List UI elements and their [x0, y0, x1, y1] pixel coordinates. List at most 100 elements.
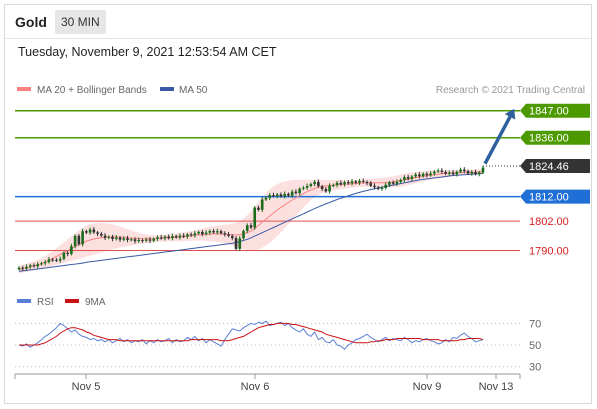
candle	[167, 234, 170, 240]
candle	[410, 174, 414, 182]
candle-body	[264, 197, 268, 200]
candle-body	[339, 182, 343, 185]
candle	[302, 185, 305, 191]
candle-body	[365, 181, 369, 184]
candle	[399, 178, 402, 184]
candle	[272, 192, 275, 198]
candle	[126, 235, 129, 243]
candle-body	[156, 237, 159, 239]
candle	[436, 168, 440, 174]
candle-body	[32, 265, 36, 267]
candle	[193, 230, 197, 238]
candle-body	[201, 231, 204, 235]
candle	[122, 236, 126, 242]
rsi-tick-label: 70	[529, 318, 541, 330]
candle	[257, 205, 260, 212]
candle-body	[245, 225, 249, 231]
candle	[81, 228, 84, 247]
candle	[133, 237, 137, 244]
forecast-arrow-shaft	[483, 116, 512, 165]
candle-body	[406, 177, 410, 179]
candle	[317, 179, 320, 188]
candle	[58, 256, 62, 263]
candle-body	[298, 188, 301, 194]
candle-body	[418, 174, 421, 177]
candle	[298, 187, 301, 196]
candle-body	[193, 233, 197, 236]
candle	[388, 180, 391, 188]
candle-body	[189, 234, 193, 236]
candle-body	[107, 236, 111, 238]
candle-body	[328, 185, 331, 192]
level-label-resistance: 1836.00	[529, 133, 569, 145]
candle-body	[25, 266, 28, 269]
candle-body	[384, 184, 388, 188]
candle	[219, 229, 223, 235]
candle	[477, 171, 481, 177]
candlesticks	[17, 165, 485, 271]
candle-body	[66, 252, 69, 254]
candle-body	[317, 181, 320, 187]
candle-body	[309, 184, 313, 187]
candle-body	[178, 235, 182, 238]
candle	[51, 257, 54, 263]
candle	[141, 238, 144, 243]
candle-body	[96, 232, 99, 234]
candle	[346, 180, 350, 185]
candle-body	[249, 225, 253, 228]
candle	[178, 233, 182, 240]
candle-body	[204, 232, 208, 235]
candle	[114, 235, 118, 241]
candle-body	[302, 187, 305, 189]
candle-body	[219, 231, 223, 234]
candle	[100, 231, 103, 238]
candle	[365, 180, 369, 186]
candle-body	[242, 230, 245, 239]
candle-body	[223, 233, 227, 235]
candle	[373, 183, 376, 190]
candle	[212, 228, 215, 234]
candle	[21, 265, 25, 271]
candle	[339, 180, 343, 186]
candle-body	[133, 239, 137, 242]
candle	[418, 172, 421, 179]
candle	[313, 179, 316, 187]
candle	[174, 234, 178, 239]
candle-body	[287, 193, 290, 196]
candle-body	[118, 237, 122, 240]
candle	[343, 180, 346, 187]
candle	[384, 182, 388, 190]
timestamp: Tuesday, November 9, 2021 12:53:54 AM CE…	[18, 45, 277, 59]
candle-body	[343, 182, 346, 185]
candle	[137, 237, 141, 243]
candle	[391, 180, 395, 186]
candle-body	[324, 188, 328, 192]
candle	[47, 256, 51, 264]
candle	[234, 236, 238, 251]
candle	[66, 250, 69, 257]
candle	[62, 251, 66, 261]
level-lines	[15, 109, 520, 252]
candle-body	[111, 236, 114, 240]
candle-body	[380, 188, 384, 189]
candle-body	[28, 265, 32, 267]
level-tag-current	[520, 159, 590, 174]
candle-body	[272, 195, 275, 197]
candle-body	[410, 176, 414, 179]
candle	[186, 232, 189, 239]
candle	[429, 171, 432, 177]
candle	[433, 170, 436, 176]
candle	[182, 233, 185, 239]
candle	[111, 234, 114, 242]
candle-body	[260, 199, 264, 210]
candle	[290, 189, 294, 198]
candle	[324, 187, 328, 193]
candle-body	[36, 264, 40, 267]
candle	[36, 261, 40, 269]
candle-body	[421, 173, 425, 177]
instrument-title: Gold	[15, 14, 47, 30]
candle	[448, 170, 451, 176]
timeframe-button[interactable]: 30 MIN	[55, 10, 106, 34]
candle	[474, 169, 477, 176]
candle	[414, 172, 417, 178]
